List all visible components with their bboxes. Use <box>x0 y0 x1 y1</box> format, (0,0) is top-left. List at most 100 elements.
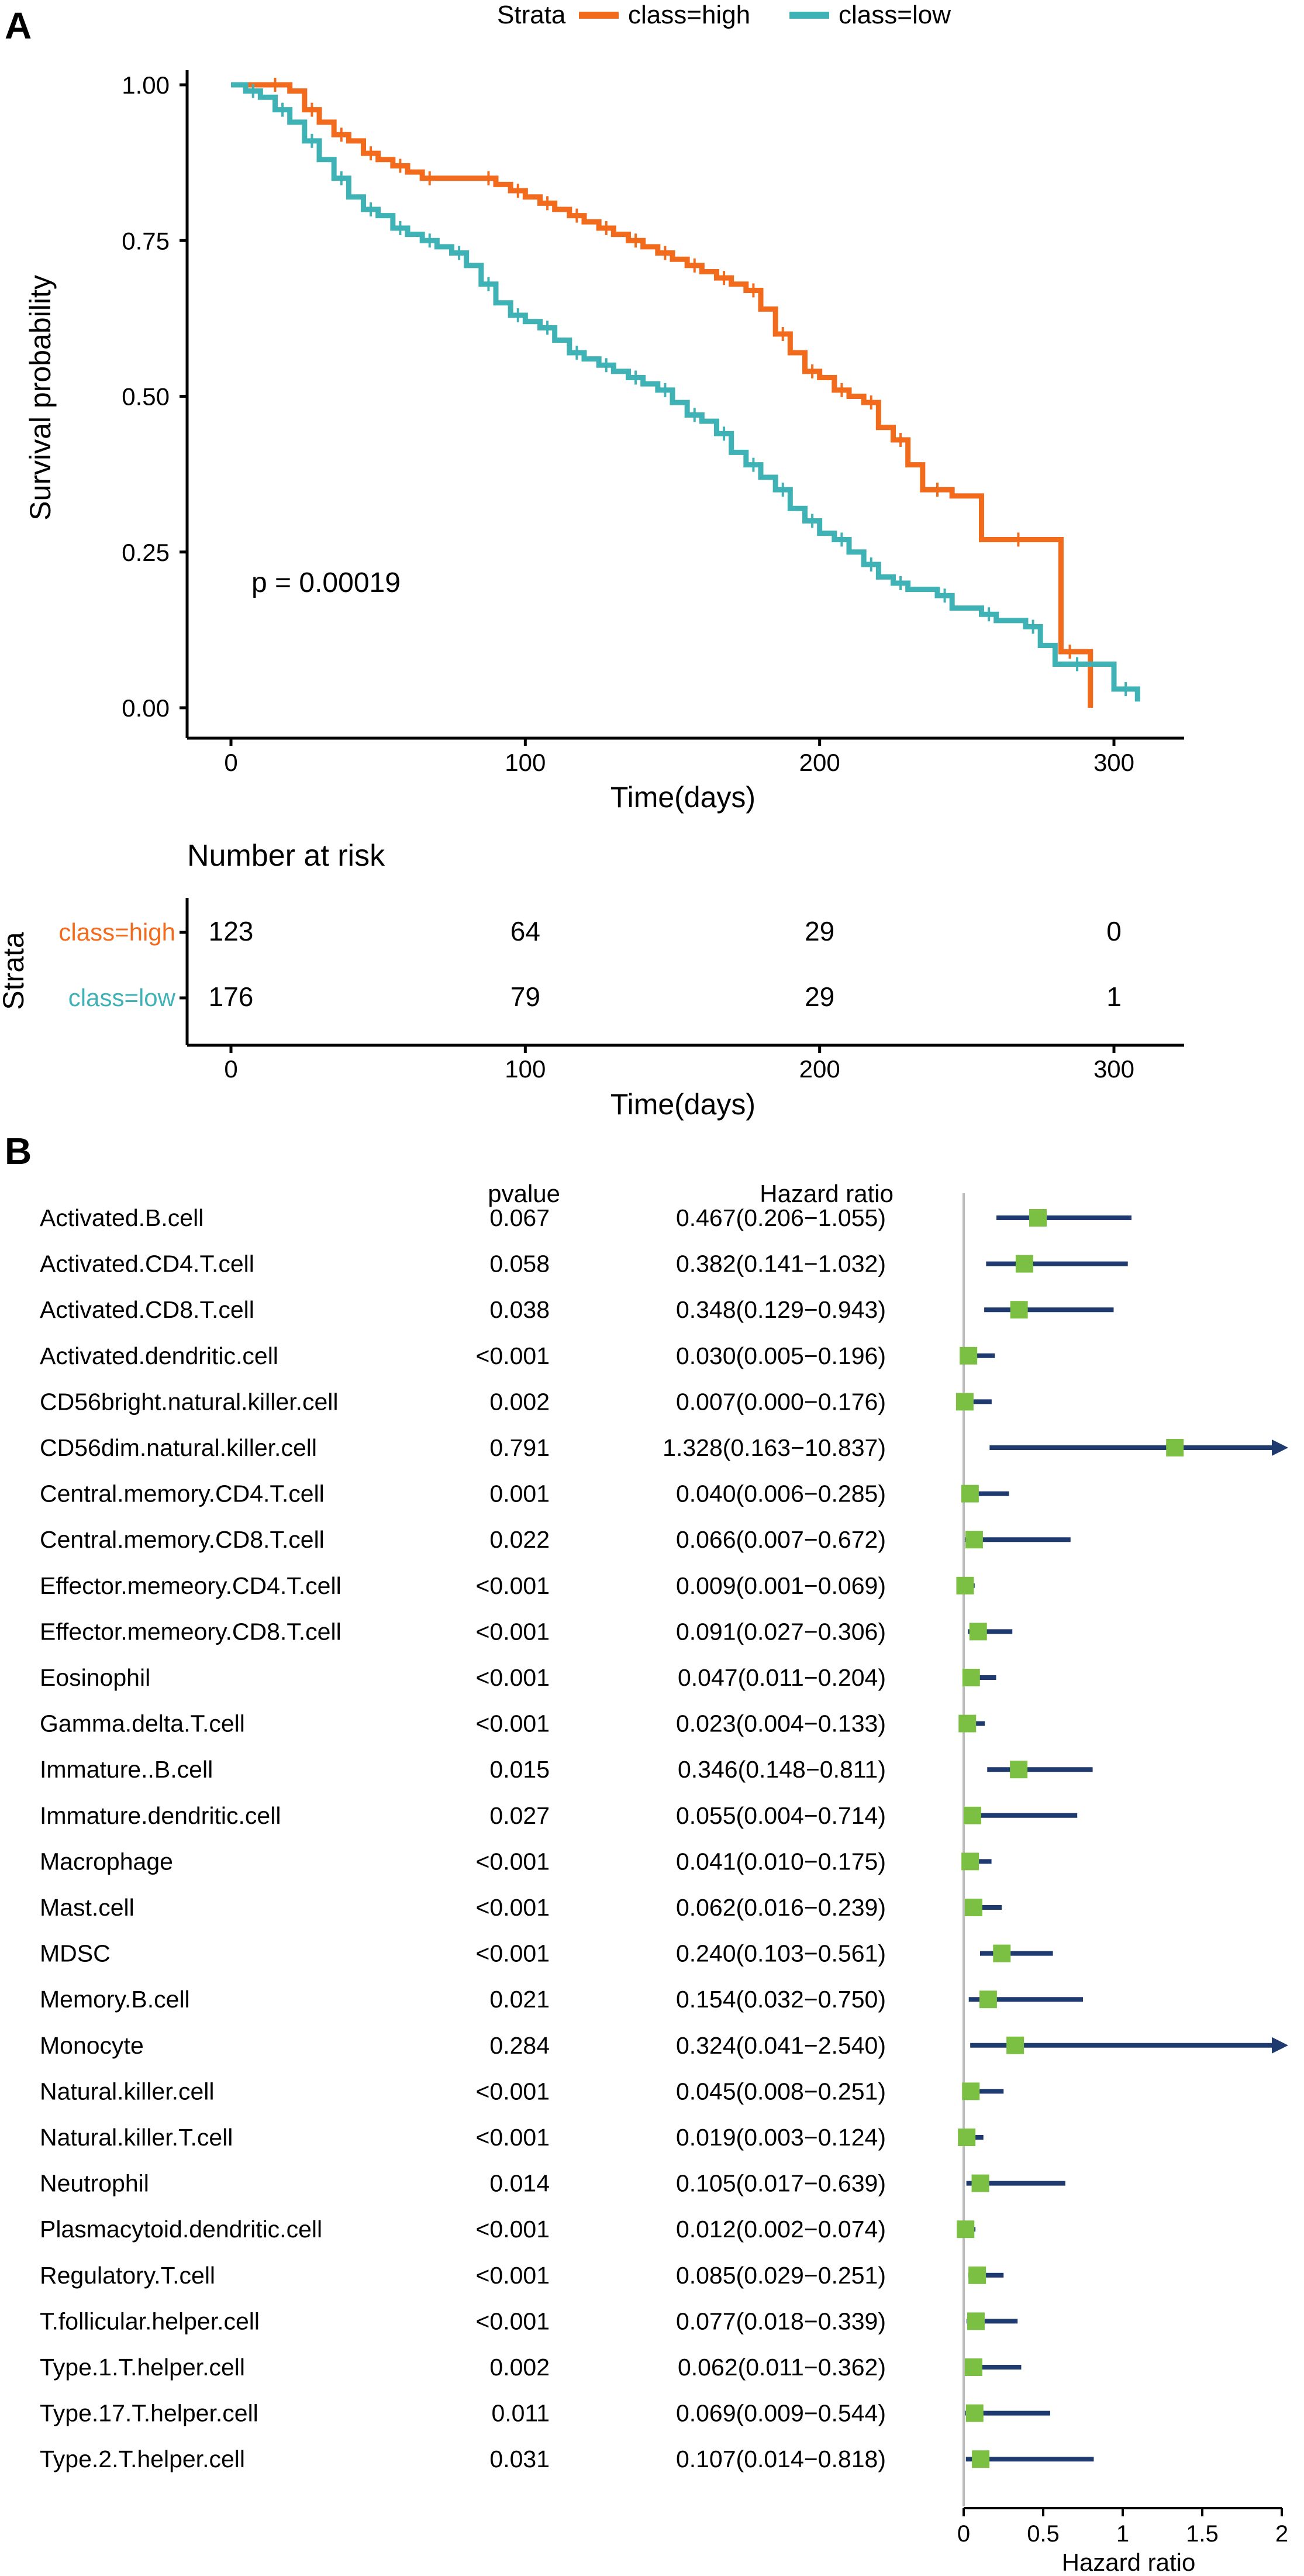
forest-point <box>960 1346 978 1365</box>
km-y-ticks: 0.00 0.25 0.50 0.75 1.00 <box>122 71 187 722</box>
pvalue-annotation: p = 0.00019 <box>251 567 401 598</box>
forest-point <box>955 1393 974 1411</box>
forest-point <box>965 1531 983 1549</box>
forest-row-pvalue: 0.031 <box>489 2446 550 2472</box>
forest-row-hr: 0.154(0.032−0.750) <box>676 1986 886 2013</box>
forest-row-hr: 0.077(0.018−0.339) <box>676 2308 886 2334</box>
forest-row-name: Immature..B.cell <box>40 1756 213 1783</box>
forest-row-name: Memory.B.cell <box>40 1986 190 2013</box>
forest-row-hr: 0.007(0.000−0.176) <box>676 1388 886 1415</box>
forest-row-pvalue: <0.001 <box>475 2078 550 2105</box>
forest-row-name: Activated.B.cell <box>40 1204 203 1231</box>
forest-row-name: Regulatory.T.cell <box>40 2262 215 2289</box>
forest-row-hr: 0.091(0.027−0.306) <box>676 1618 886 1645</box>
forest-row-hr: 0.105(0.017−0.639) <box>676 2170 886 2197</box>
forest-point <box>957 2220 975 2238</box>
forest-row-hr: 0.324(0.041−2.540) <box>676 2032 886 2059</box>
risk-count: 123 <box>209 916 254 946</box>
forest-row-pvalue: 0.058 <box>489 1251 550 1277</box>
forest-ci-arrow <box>1272 1439 1288 1456</box>
risk-count: 1 <box>1106 982 1122 1012</box>
forest-row-name: Monocyte <box>40 2032 144 2059</box>
forest-point <box>971 2174 989 2192</box>
km-y-tick-label: 1.00 <box>122 71 170 99</box>
risk-count: 0 <box>1106 916 1122 946</box>
km-x-title: Time(days) <box>610 781 756 814</box>
forest-point <box>956 1576 974 1594</box>
forest-point <box>969 1623 987 1641</box>
forest-row-name: Effector.memeory.CD8.T.cell <box>40 1618 341 1645</box>
forest-row-pvalue: 0.038 <box>489 1296 550 1323</box>
forest-row-name: Activated.dendritic.cell <box>40 1342 278 1369</box>
risk-x-tick-label: 200 <box>799 1055 840 1083</box>
forest-row-name: Effector.memeory.CD4.T.cell <box>40 1572 341 1599</box>
risk-x-ticks: 0 100 200 300 <box>224 1045 1134 1083</box>
forest-row-hr: 0.085(0.029−0.251) <box>676 2262 886 2289</box>
forest-header-pvalue: pvalue <box>488 1180 560 1207</box>
risk-count: 64 <box>510 916 540 946</box>
forest-point <box>1010 1761 1028 1779</box>
forest-point <box>972 2450 990 2468</box>
forest-row-name: Natural.killer.T.cell <box>40 2124 233 2151</box>
risk-rows: class=high 123 64 29 0 class=low 176 79 29 1 <box>58 916 1121 1012</box>
forest-row-hr: 0.012(0.002−0.074) <box>676 2216 886 2243</box>
forest-row-pvalue: 0.002 <box>489 2354 550 2381</box>
forest-row-name: Mast.cell <box>40 1894 134 1921</box>
forest-row-hr: 0.382(0.141−1.032) <box>676 1251 886 1277</box>
forest-row-name: T.follicular.helper.cell <box>40 2308 260 2334</box>
forest-point <box>962 2082 980 2100</box>
legend-title: Strata <box>497 1 566 29</box>
km-x-tick-label: 0 <box>224 749 237 776</box>
forest-row-hr: 0.045(0.008−0.251) <box>676 2078 886 2105</box>
forest-row-hr: 0.062(0.016−0.239) <box>676 1894 886 1921</box>
legend: Strata class=high class=low <box>497 1 951 29</box>
km-curves <box>231 78 1140 708</box>
km-x-tick-label: 100 <box>505 749 546 776</box>
risk-x-title: Time(days) <box>610 1088 756 1121</box>
forest-row-pvalue: 0.011 <box>491 2400 550 2427</box>
forest-row-hr: 0.009(0.001−0.069) <box>676 1572 886 1599</box>
legend-label-high: class=high <box>628 1 750 29</box>
km-y-title: Survival probability <box>24 275 57 521</box>
legend-label-low: class=low <box>839 1 951 29</box>
forest-point <box>964 2358 982 2376</box>
forest-row-hr: 0.040(0.006−0.285) <box>676 1480 886 1507</box>
forest-row-name: Neutrophil <box>40 2170 149 2197</box>
forest-row-name: CD56dim.natural.killer.cell <box>40 1434 317 1461</box>
forest-row-name: Central.memory.CD4.T.cell <box>40 1480 325 1507</box>
km-x-ticks: 0 100 200 300 <box>224 738 1134 776</box>
forest-row-name: Activated.CD4.T.cell <box>40 1251 254 1277</box>
forest-row-hr: 0.055(0.004−0.714) <box>676 1802 886 1829</box>
forest-point <box>979 1990 997 2009</box>
forest-point <box>1015 1255 1033 1273</box>
forest-row-name: Activated.CD8.T.cell <box>40 1296 254 1323</box>
risk-strata-label: class=low <box>68 984 176 1011</box>
forest-row-hr: 0.069(0.009−0.544) <box>676 2400 886 2427</box>
km-x-tick-label: 300 <box>1093 749 1134 776</box>
forest-row-pvalue: <0.001 <box>475 2308 550 2334</box>
forest-row-pvalue: 0.014 <box>489 2170 550 2197</box>
forest-row-name: Gamma.delta.T.cell <box>40 1710 245 1737</box>
forest-point <box>961 1852 979 1871</box>
forest-row-pvalue: <0.001 <box>475 1664 550 1691</box>
forest-row-pvalue: <0.001 <box>475 2124 550 2151</box>
forest-row-pvalue: <0.001 <box>475 2262 550 2289</box>
risk-x-tick-label: 300 <box>1093 1055 1134 1083</box>
forest-row-hr: 0.467(0.206−1.055) <box>676 1204 886 1231</box>
forest-point <box>961 1485 979 1503</box>
forest-x-tick-label: 1.5 <box>1186 2521 1219 2547</box>
risk-count: 29 <box>805 982 834 1012</box>
km-y-tick-label: 0.00 <box>122 694 170 722</box>
forest-row-hr: 0.047(0.011−0.204) <box>678 1664 886 1691</box>
forest-point <box>1006 2036 1024 2054</box>
km-plot: 0.00 0.25 0.50 0.75 1.00 0 100 200 300 p = 0.00… <box>24 70 1184 814</box>
risk-count: 79 <box>510 982 540 1012</box>
forest-point <box>958 1714 977 1733</box>
forest-point <box>965 2404 984 2422</box>
forest-x-tick-label: 0 <box>957 2521 970 2547</box>
km-y-tick-label: 0.25 <box>122 539 170 566</box>
forest-row-name: Immature.dendritic.cell <box>40 1802 281 1829</box>
forest-row-pvalue: 0.067 <box>489 1204 550 1231</box>
risk-x-tick-label: 0 <box>224 1055 237 1083</box>
